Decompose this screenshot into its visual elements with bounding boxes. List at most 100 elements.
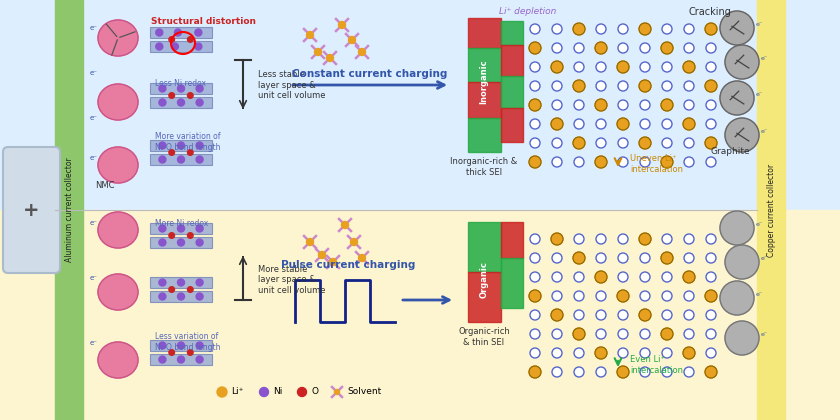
- Circle shape: [596, 81, 606, 91]
- Circle shape: [618, 310, 628, 320]
- Circle shape: [552, 24, 562, 34]
- Text: More Ni redox: More Ni redox: [155, 220, 208, 228]
- Circle shape: [596, 291, 606, 301]
- Circle shape: [530, 119, 540, 129]
- Circle shape: [662, 234, 672, 244]
- Circle shape: [706, 157, 716, 167]
- Bar: [501, 21, 523, 45]
- Bar: [150, 354, 212, 365]
- Circle shape: [159, 85, 166, 92]
- Circle shape: [551, 309, 563, 321]
- Circle shape: [196, 239, 203, 246]
- Circle shape: [297, 388, 307, 396]
- Circle shape: [195, 29, 202, 36]
- Circle shape: [684, 234, 694, 244]
- Circle shape: [551, 118, 563, 130]
- Circle shape: [552, 157, 562, 167]
- Circle shape: [530, 310, 540, 320]
- Circle shape: [596, 329, 606, 339]
- Circle shape: [640, 291, 650, 301]
- Circle shape: [177, 225, 185, 232]
- Circle shape: [617, 61, 629, 73]
- Text: Cracking: Cracking: [689, 7, 732, 17]
- Circle shape: [155, 29, 163, 36]
- Circle shape: [662, 310, 672, 320]
- Circle shape: [159, 99, 166, 106]
- Circle shape: [618, 157, 628, 167]
- Circle shape: [217, 387, 227, 397]
- Circle shape: [725, 118, 759, 152]
- Circle shape: [706, 234, 716, 244]
- Circle shape: [169, 93, 175, 98]
- Bar: [150, 140, 212, 151]
- Circle shape: [706, 62, 716, 72]
- Circle shape: [574, 43, 584, 53]
- Circle shape: [640, 329, 650, 339]
- Circle shape: [684, 43, 694, 53]
- Circle shape: [706, 119, 716, 129]
- Text: e⁻: e⁻: [761, 56, 768, 61]
- Circle shape: [618, 348, 628, 358]
- Circle shape: [596, 310, 606, 320]
- FancyArrowPatch shape: [239, 257, 246, 264]
- Circle shape: [187, 37, 193, 42]
- Circle shape: [661, 156, 673, 168]
- FancyArrowPatch shape: [293, 81, 444, 88]
- Circle shape: [349, 37, 355, 44]
- Text: Inorganic: Inorganic: [480, 60, 489, 104]
- Bar: [501, 76, 523, 108]
- FancyBboxPatch shape: [3, 147, 60, 273]
- Circle shape: [359, 48, 365, 55]
- Bar: [150, 97, 212, 108]
- Circle shape: [307, 239, 313, 246]
- Circle shape: [196, 99, 203, 106]
- Circle shape: [177, 342, 185, 349]
- Circle shape: [662, 119, 672, 129]
- Circle shape: [662, 348, 672, 358]
- Text: Less Ni redox: Less Ni redox: [155, 79, 206, 87]
- Circle shape: [706, 272, 716, 282]
- Text: Pulse current charging: Pulse current charging: [281, 260, 415, 270]
- Ellipse shape: [98, 84, 138, 120]
- Circle shape: [683, 347, 695, 359]
- Circle shape: [639, 80, 651, 92]
- Circle shape: [596, 234, 606, 244]
- Circle shape: [552, 253, 562, 263]
- Bar: [150, 237, 212, 248]
- Circle shape: [684, 291, 694, 301]
- Circle shape: [551, 233, 563, 245]
- Circle shape: [187, 287, 193, 292]
- Circle shape: [706, 253, 716, 263]
- Circle shape: [159, 225, 166, 232]
- Ellipse shape: [98, 147, 138, 183]
- Circle shape: [196, 142, 203, 149]
- Circle shape: [552, 348, 562, 358]
- Circle shape: [530, 138, 540, 148]
- Text: Less stable
layer space &
unit cell volume: Less stable layer space & unit cell volu…: [258, 70, 326, 100]
- Circle shape: [187, 233, 193, 238]
- Bar: [468, 18, 501, 48]
- Circle shape: [705, 137, 717, 149]
- Circle shape: [359, 255, 365, 262]
- Text: e⁻: e⁻: [90, 70, 98, 76]
- Circle shape: [551, 61, 563, 73]
- Bar: [468, 272, 501, 322]
- Text: Solvent: Solvent: [347, 388, 381, 396]
- Circle shape: [187, 150, 193, 155]
- FancyArrowPatch shape: [402, 297, 449, 303]
- Text: e⁻: e⁻: [756, 222, 763, 227]
- Text: Uneven Li⁺
intercalation: Uneven Li⁺ intercalation: [630, 154, 683, 174]
- Circle shape: [573, 137, 585, 149]
- Bar: [501, 45, 523, 76]
- Circle shape: [529, 156, 541, 168]
- Circle shape: [177, 142, 185, 149]
- Circle shape: [169, 37, 175, 42]
- Ellipse shape: [98, 274, 138, 310]
- Text: +: +: [23, 200, 39, 220]
- Circle shape: [530, 81, 540, 91]
- Circle shape: [159, 356, 166, 363]
- Circle shape: [529, 99, 541, 111]
- Circle shape: [662, 138, 672, 148]
- Circle shape: [705, 80, 717, 92]
- Circle shape: [177, 99, 185, 106]
